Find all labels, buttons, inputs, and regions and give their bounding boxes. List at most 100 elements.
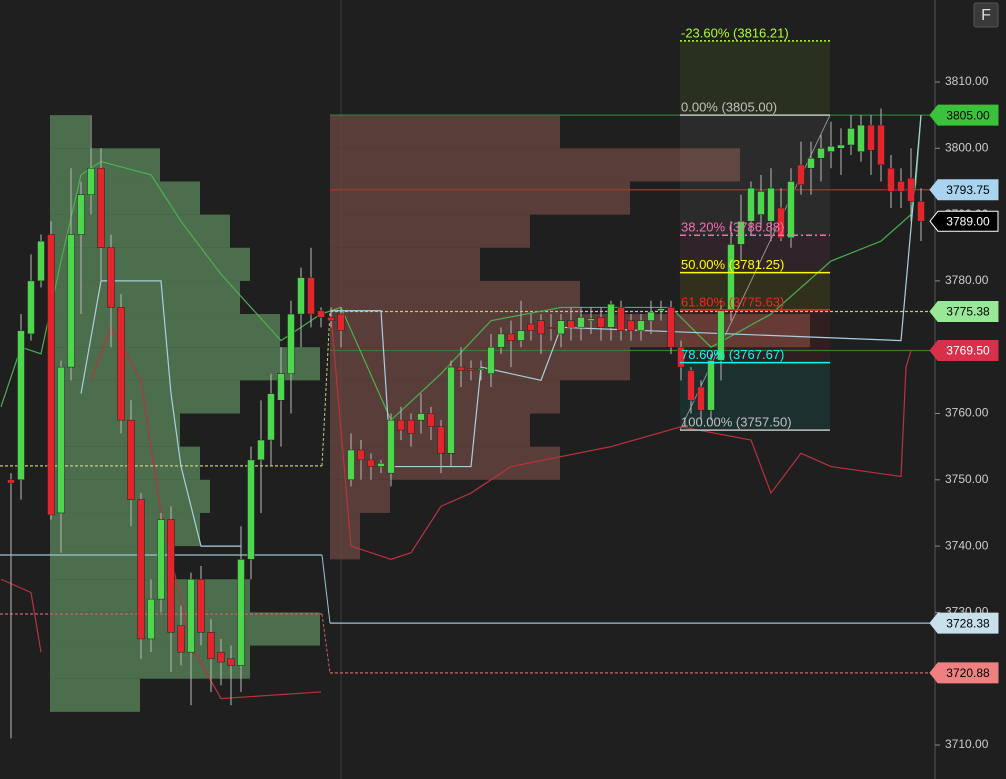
candle-body [607,303,615,328]
profile-bar [50,347,320,381]
candle-body [537,320,545,335]
fib-label: 50.00% (3781.25) [681,257,784,272]
profile-bar [50,546,170,580]
candle-body [877,124,885,166]
candle-body [177,625,185,653]
candle-body [127,419,135,500]
candle-body [57,366,65,514]
candle-body [87,167,95,195]
price-label: 3769.50 [946,344,990,358]
candle-body [517,330,525,341]
profile-bar [330,512,360,560]
profile-bar [330,214,530,248]
y-tick-label: 3750.00 [945,472,989,486]
candle-body [377,462,385,467]
candle-body [267,393,275,441]
level-step [321,554,331,624]
fib-zone [680,235,830,273]
profile-bar [50,148,160,182]
candle-body [697,386,705,411]
profile-bar [330,181,630,215]
candle-body [907,177,915,202]
candle-body [797,164,805,186]
f-button-box[interactable] [973,2,999,28]
candle-body [247,459,255,560]
price-label-box [929,301,999,323]
fib-zone [680,40,830,116]
candle-body [437,426,445,454]
candle-body [507,333,515,341]
price-label-box [929,210,999,232]
profile-bar [330,247,480,281]
candle-body [847,128,855,146]
candle-body [667,307,675,348]
fib-label: 100.00% (3757.50) [681,415,792,430]
candle-body [47,234,55,516]
candle-body [867,124,875,151]
candle-body [347,449,355,481]
candle-body [77,194,85,235]
candle-body [557,320,565,335]
profile-bar [50,446,200,480]
candle-body [397,419,405,431]
candle-body [757,191,765,215]
candle-body [17,330,25,481]
f-button[interactable]: F [973,2,999,28]
price-label-box [929,662,999,684]
candle-body [567,320,575,328]
fib-label: 78.60% (3767.67) [681,347,784,362]
candle-body [147,598,155,640]
candle-body [207,632,215,660]
y-tick-label: 3800.00 [945,140,989,154]
candle-body [97,167,105,249]
candle-body [137,499,145,640]
candle-body [727,244,735,311]
profile-bar [330,115,560,149]
candles [7,108,925,739]
candle-body [417,413,425,421]
profile-bar [50,115,90,149]
profile-bar [50,214,230,248]
fib-label: 61.80% (3775.63) [681,294,784,309]
candle-body [477,368,485,370]
candle-body [767,187,775,222]
price-label-box [929,612,999,634]
candle-body [707,360,715,411]
price-label: 3775.38 [946,305,990,319]
price-label: 3720.88 [946,666,990,680]
candle-body [597,317,605,328]
profile-bar [330,314,810,348]
candle-body [197,578,205,633]
profile-bar [50,678,140,712]
profile-bar [50,280,240,315]
candle-body [887,167,895,192]
candle-body [747,187,755,222]
price-axis: 3810.003800.003790.003780.003770.003760.… [929,74,999,751]
candle-body [777,207,785,239]
candle-body [307,277,315,315]
candle-body [117,307,125,421]
candle-body [217,651,225,663]
candle-body [527,323,535,331]
candle-body [37,240,45,282]
candle-body [637,320,645,331]
f-button-label[interactable]: F [981,7,991,24]
profile-bar [50,512,200,547]
candle-body [677,346,685,368]
candle-body [857,124,865,152]
candle-body [167,519,175,633]
candle-body [627,320,635,331]
candle-body [657,308,665,311]
price-label: 3805.00 [946,108,990,122]
profile-bar [330,148,740,182]
profile-bar [50,413,180,447]
candle-body [427,413,435,428]
level-step [321,311,331,466]
candle-body [337,313,345,331]
profile-bar [330,280,580,315]
candle-body [277,373,285,401]
candle-body [387,419,395,474]
fib-label: -23.60% (3816.21) [681,25,789,40]
candle-body [547,327,555,329]
